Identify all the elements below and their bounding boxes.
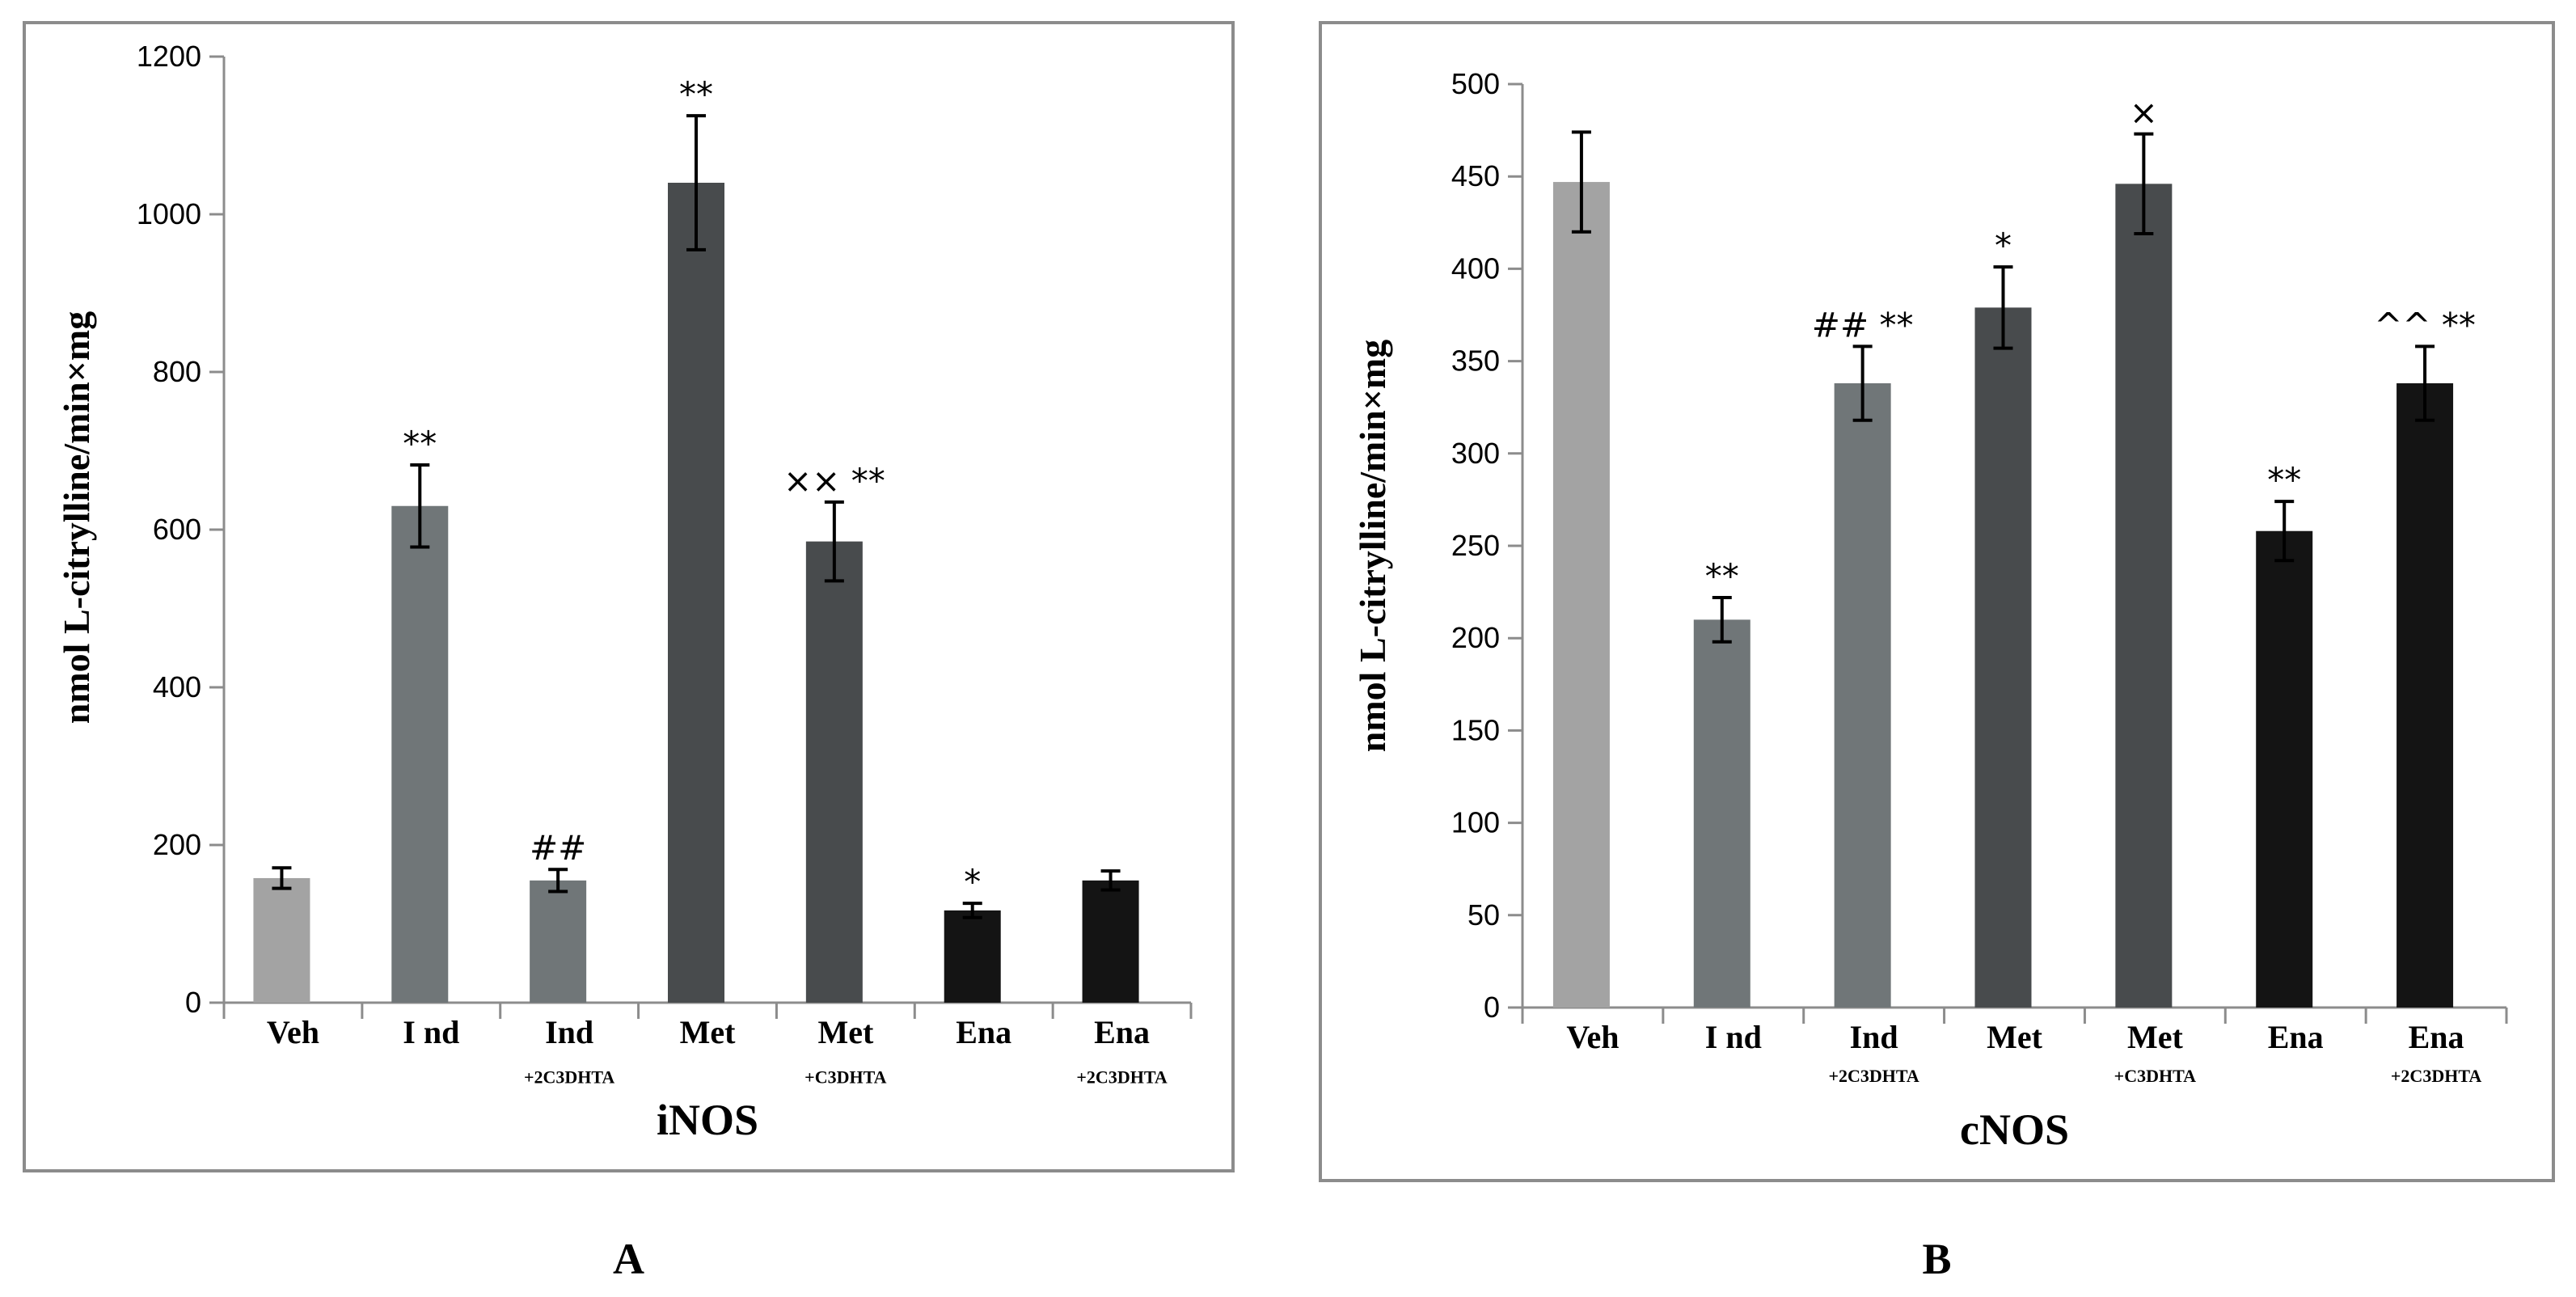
chart-a-y-tick-label: 0 [185,986,201,1019]
chart-a-y-tick-label: 1200 [137,40,201,73]
chart-b-x-tick-sublabel: +2C3DHTA [1828,1066,1919,1086]
chart-b-x-tick-label: Ena [2268,1019,2324,1055]
chart-b-bar [2115,184,2173,1008]
chart-b-y-axis-title: nmol L-citrylline/min×mg [1352,340,1393,752]
chart-a-y-tick-label: 200 [153,828,201,861]
chart-b-y-tick-label: 100 [1451,806,1500,839]
chart-b-x-axis-title: cNOS [1960,1105,2069,1154]
chart-b-significance-label: ** [2267,460,2301,500]
chart-b-x-tick-label: Met [1987,1019,2043,1055]
chart-a-y-tick-label: 600 [153,513,201,546]
chart-b-panel-label: B [1922,1235,1951,1283]
chart-a-bar [391,505,449,1003]
chart-a-panel-label: A [613,1235,644,1283]
chart-b-significance-label: ^^ ** [2374,305,2476,344]
chart-b-significance-label: × [2130,93,2158,133]
chart-b-significance-label: * [1995,226,2012,265]
chart-a-x-tick-label: Veh [267,1014,319,1050]
chart-a-bar [805,541,863,1003]
chart-a-x-tick-sublabel: +C3DHTA [804,1067,886,1088]
chart-a-significance-label: ** [679,74,713,114]
chart-a-x-tick-label: Ena [956,1014,1011,1050]
chart-a-x-axis-title: iNOS [657,1096,758,1144]
chart-b-bar [2397,383,2454,1008]
chart-b-y-tick-label: 150 [1451,713,1500,746]
chart-a-x-tick-label: I nd [403,1014,459,1050]
chart-b-x-tick-label: I nd [1705,1019,1762,1055]
chart-a-x-tick-label: Met [817,1014,874,1050]
chart-a-bar [944,910,1001,1003]
chart-panel-b: 0 50 100 150 200 250 300 350 400 450 500 Veh ** I nd #… [1288,0,2576,1297]
chart-b-bar [1552,182,1610,1008]
chart-b-y-tick-label: 400 [1451,251,1500,285]
chart-b-bar [2256,530,2313,1008]
chart-b-x-tick-label: Veh [1566,1019,1619,1055]
chart-b-y-tick-label: 300 [1451,437,1500,470]
chart-b-frame [1319,21,2555,1182]
chart-a-bar [530,880,587,1003]
chart-a-x-tick-label: Ena [1094,1014,1150,1050]
chart-a-x-tick-label: Met [680,1014,737,1050]
chart-a-significance-label: ## [530,828,586,868]
chart-a-frame [23,21,1235,1172]
chart-b-y-tick-label: 250 [1451,529,1500,562]
chart-b-x-tick-label: Ena [2409,1019,2464,1055]
chart-a-y-tick-label: 1000 [137,197,201,230]
chart-b-x-tick-sublabel: +C3DHTA [2114,1066,2196,1086]
chart-b-bar [1974,307,2032,1008]
chart-a-y-tick-label: 800 [153,355,201,388]
chart-a-significance-label: ×× ** [783,461,885,501]
chart-a-x-tick-sublabel: +2C3DHTA [524,1067,614,1088]
chart-a-significance-label: * [964,862,981,902]
chart-b-bar [1834,383,1891,1008]
chart-b-y-tick-label: 0 [1484,991,1500,1024]
chart-b-significance-label: ** [1705,556,1739,596]
chart-panel-a: 0 200 400 600 800 1000 1200 Veh ** I nd ## Ind +2C3D… [23,21,1235,1283]
chart-b-x-tick-label: Met [2127,1019,2184,1055]
chart-a-x-tick-label: Ind [545,1014,593,1050]
chart-b-y-tick-label: 350 [1451,344,1500,378]
chart-b-significance-label: ## ** [1812,305,1914,344]
chart-b-x-tick-label: Ind [1850,1019,1898,1055]
chart-b-y-tick-label: 200 [1451,621,1500,654]
chart-b-y-tick-label: 50 [1467,898,1500,932]
chart-a-svg: 0 200 400 600 800 1000 1200 Veh ** I nd ## Ind +2C3D… [23,21,1235,1283]
chart-b-svg: 0 50 100 150 200 250 300 350 400 450 500 Veh ** I nd #… [1319,21,2555,1283]
chart-b-y-tick-label: 450 [1451,159,1500,192]
chart-a-bar [1082,880,1139,1003]
chart-a-bar [253,877,310,1003]
chart-a-x-tick-sublabel: +2C3DHTA [1076,1067,1167,1088]
chart-a-y-tick-label: 400 [153,670,201,703]
chart-b-x-tick-sublabel: +2C3DHTA [2391,1066,2481,1086]
chart-a-y-axis-title: nmol L-citrylline/min×mg [56,311,97,724]
chart-a-bar [668,183,724,1003]
chart-a-significance-label: ** [403,424,437,463]
chart-b-bar [1693,619,1750,1008]
chart-b-y-tick-label: 500 [1451,67,1500,100]
